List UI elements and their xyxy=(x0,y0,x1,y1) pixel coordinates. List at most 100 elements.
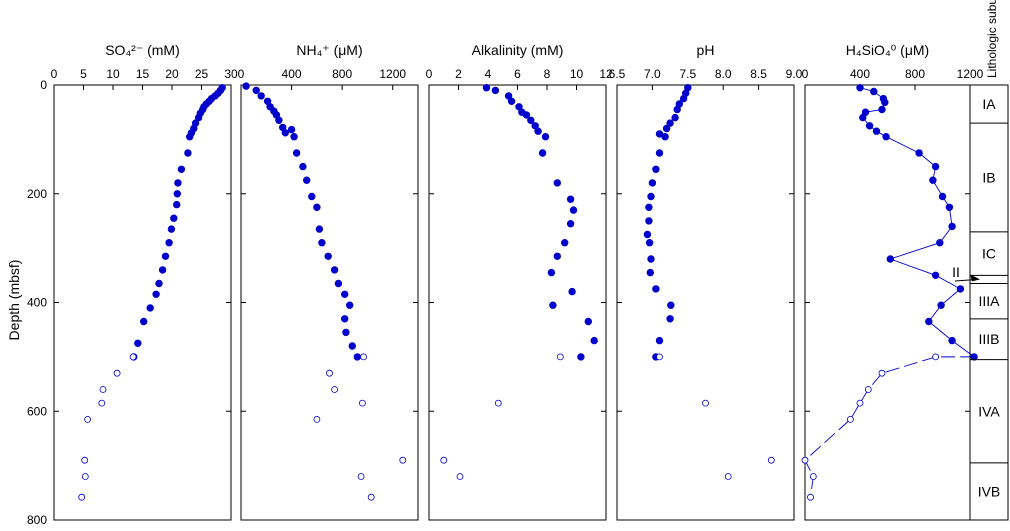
data-point-filled xyxy=(346,301,354,309)
data-point-filled xyxy=(482,83,491,92)
data-point-filled xyxy=(185,132,194,141)
data-point-open xyxy=(807,493,814,501)
data-point-filled xyxy=(287,125,296,134)
subunit-label: IB xyxy=(982,169,995,185)
data-point-filled xyxy=(161,252,170,260)
data-point-filled xyxy=(568,287,576,296)
data-point-filled xyxy=(886,255,894,263)
data-point-filled xyxy=(491,86,500,95)
data-point-open xyxy=(360,353,368,361)
y-tick-label: 0 xyxy=(40,78,47,92)
data-point-filled xyxy=(915,149,923,157)
x-tick-label: 6 xyxy=(514,67,521,81)
subunit-label: IIIA xyxy=(978,293,1000,309)
data-point-filled xyxy=(158,266,167,274)
data-point-filled xyxy=(929,176,937,184)
series-open xyxy=(440,353,564,480)
data-point-filled xyxy=(661,132,669,141)
x-tick-label: 1200 xyxy=(957,67,984,81)
data-point-filled xyxy=(553,179,561,187)
data-point-open xyxy=(809,473,817,480)
data-point-filled xyxy=(865,122,874,130)
data-point-filled xyxy=(872,127,881,135)
data-point-filled xyxy=(931,162,940,171)
x-tick-label: 0 xyxy=(802,67,809,81)
series-filled-line xyxy=(856,83,978,361)
data-point-open xyxy=(847,415,854,423)
y-tick-label: 600 xyxy=(27,404,47,418)
data-point-open xyxy=(367,493,375,501)
y-axis-label: Depth (mbsf) xyxy=(6,260,22,341)
data-point-open xyxy=(358,399,366,407)
data-point-open xyxy=(724,473,732,480)
data-point-filled xyxy=(292,149,301,157)
x-tick-label: 1200 xyxy=(379,67,406,81)
x-tick-label: 0 xyxy=(51,67,58,81)
data-point-open xyxy=(456,473,464,480)
subunit-label: IA xyxy=(982,96,996,112)
panel-title: H₄SiO₄⁰ (μM) xyxy=(846,42,929,58)
data-point-open xyxy=(494,399,502,407)
x-tick-label: 8 xyxy=(544,67,551,81)
data-point-filled xyxy=(165,238,173,247)
data-point-open xyxy=(84,415,91,423)
data-point-filled xyxy=(856,83,864,92)
data-point-open xyxy=(313,415,321,423)
x-tick-label: 20 xyxy=(165,67,179,81)
lithology-frame xyxy=(969,84,1009,521)
data-point-filled xyxy=(667,301,675,309)
lithology-column: Lithologic subunits IA IB IC II IIIA IIIB IVA IV… xyxy=(952,0,1009,521)
data-point-open xyxy=(399,456,407,464)
data-point-filled xyxy=(242,82,250,90)
x-tick-label: 2 xyxy=(455,67,462,81)
subunit-label: IIIB xyxy=(978,331,999,347)
x-tick-label: 400 xyxy=(850,67,870,81)
x-tick-label: 4 xyxy=(485,67,492,81)
data-point-open xyxy=(556,353,564,361)
x-tick-label: 6.5 xyxy=(609,67,626,81)
data-point-filled xyxy=(353,353,361,361)
data-point-open xyxy=(656,353,663,361)
data-point-filled xyxy=(956,285,965,293)
data-point-filled xyxy=(931,271,940,279)
data-point-filled xyxy=(882,132,890,141)
data-point-filled xyxy=(330,266,339,274)
data-point-filled xyxy=(937,301,945,309)
panel-4: pH 6.5 7.0 7.5 8.0 8.5 9.0 xyxy=(609,42,803,521)
data-point-filled xyxy=(645,217,653,225)
panel-title: SO₄²⁻ (mM) xyxy=(105,42,180,58)
data-point-filled xyxy=(645,238,654,247)
data-point-open xyxy=(357,473,365,480)
data-point-filled xyxy=(275,116,283,124)
data-point-filled xyxy=(553,252,561,260)
x-tick-label: 5 xyxy=(80,67,87,81)
data-point-open xyxy=(878,369,886,377)
series-open xyxy=(801,353,975,501)
data-point-filled xyxy=(948,336,956,345)
x-tick-label: 800 xyxy=(332,67,352,81)
data-point-filled xyxy=(673,105,681,114)
data-point-open xyxy=(99,386,107,393)
data-point-open xyxy=(801,456,809,464)
data-point-filled xyxy=(881,98,889,107)
plot-frame xyxy=(804,84,971,521)
data-point-filled xyxy=(643,230,652,239)
subunit-label: IVB xyxy=(978,483,1001,499)
data-point-filled xyxy=(655,149,664,157)
data-point-open xyxy=(78,493,86,501)
data-point-filled xyxy=(308,192,316,201)
data-point-filled xyxy=(290,132,298,141)
panel-1: SO₄²⁻ (mM) 0 5 10 15 20 25 30 0 200 400 600 800 xyxy=(27,42,238,527)
data-point-filled xyxy=(177,165,186,173)
data-point-filled xyxy=(569,206,578,214)
data-point-filled xyxy=(167,225,176,233)
plot-frame xyxy=(240,84,419,521)
data-point-filled xyxy=(549,301,557,309)
data-point-filled xyxy=(184,149,192,157)
data-point-filled xyxy=(936,238,944,247)
data-point-filled xyxy=(507,97,516,105)
data-point-filled xyxy=(252,86,260,95)
chart-panels: SO₄²⁻ (mM)0 5 10 15 20 25 300200400600800NH₄⁺ … xyxy=(27,42,984,527)
profile-line xyxy=(804,356,936,498)
data-point-filled xyxy=(281,129,289,137)
